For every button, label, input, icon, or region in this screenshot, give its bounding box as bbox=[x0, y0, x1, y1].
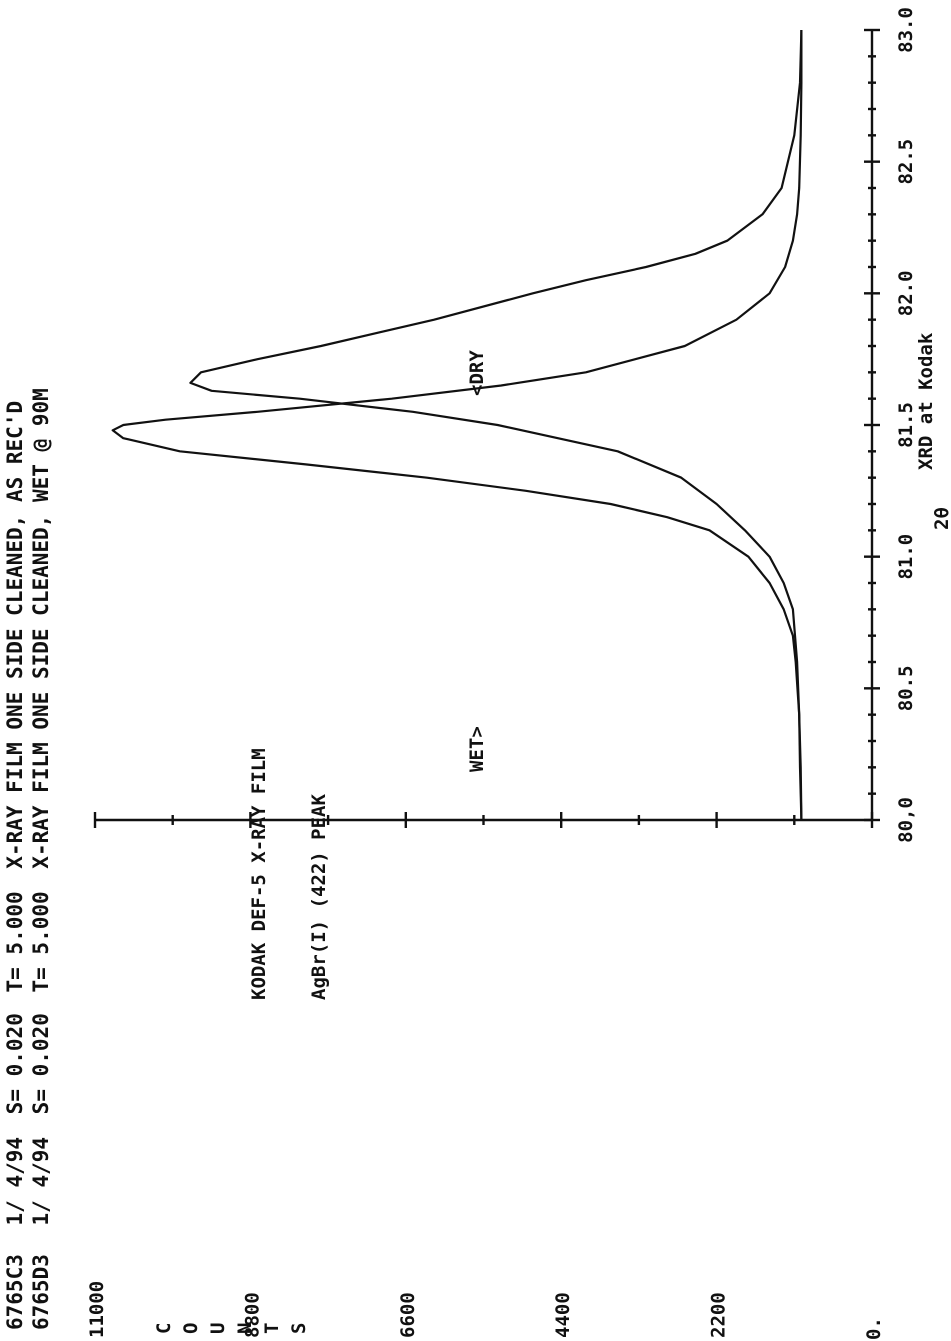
y-tick-label: 0. bbox=[863, 1317, 885, 1340]
dry-annotation: <DRY bbox=[466, 350, 488, 396]
x-axis-title: 2θ bbox=[931, 507, 951, 530]
y-axis-title-letter: O bbox=[180, 1323, 202, 1334]
y-tick-label: 2200 bbox=[708, 1292, 730, 1338]
y-tick-label: 6600 bbox=[397, 1292, 419, 1338]
y-tick-label: 8800 bbox=[241, 1292, 263, 1338]
x-axis-ticks: 80,0 80.5 81.0 81.5 82.0 82.5 83.0 bbox=[864, 7, 917, 843]
y-tick-label: 4400 bbox=[552, 1292, 574, 1338]
chart-title: KODAK DEF-5 X-RAY FILM bbox=[248, 748, 270, 1000]
y-axis-title-letter: S bbox=[288, 1323, 310, 1334]
y-axis-ticks: 0. 2200 4400 6600 8800 11000 bbox=[86, 812, 885, 1340]
y-axis-title-letter: N bbox=[234, 1323, 256, 1334]
wet-annotation: WET> bbox=[466, 726, 488, 772]
chart-subtitle: AgBr(I) (422) PEAK bbox=[308, 794, 330, 1000]
y-axis-title-letter: U bbox=[207, 1323, 229, 1334]
header-block: 6765C3 1/ 4/94 S= 0.020 T= 5.000 X-RAY F… bbox=[3, 388, 53, 1330]
x-tick-label: 81.0 bbox=[895, 534, 917, 580]
header-line-1: 6765C3 1/ 4/94 S= 0.020 T= 5.000 X-RAY F… bbox=[3, 401, 27, 1330]
y-axis-title-letter: C bbox=[153, 1323, 175, 1334]
x-tick-label: 80.5 bbox=[895, 665, 917, 711]
chart-footer: XRD at Kodak bbox=[915, 332, 937, 470]
x-tick-label: 82.5 bbox=[895, 139, 917, 185]
header-line-2: 6765D3 1/ 4/94 S= 0.020 T= 5.000 X-RAY F… bbox=[29, 388, 53, 1330]
y-axis-title-letter: T bbox=[261, 1323, 283, 1334]
x-tick-label: 83.0 bbox=[895, 7, 917, 53]
x-tick-label: 82.0 bbox=[895, 270, 917, 316]
x-tick-label: 81.5 bbox=[895, 402, 917, 448]
series-line-dry bbox=[189, 29, 803, 821]
series-line-wet bbox=[111, 30, 803, 821]
x-tick-label: 80,0 bbox=[895, 797, 917, 843]
y-tick-label: 11000 bbox=[86, 1281, 108, 1338]
